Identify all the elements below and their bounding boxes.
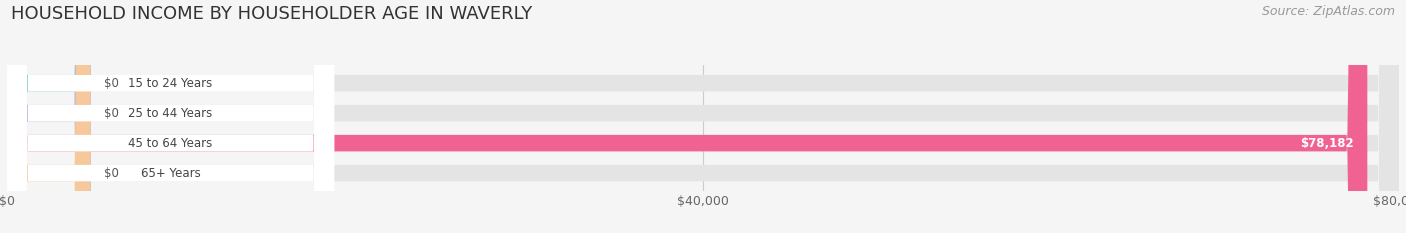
FancyBboxPatch shape [7,0,335,233]
Text: 25 to 44 Years: 25 to 44 Years [128,107,212,120]
FancyBboxPatch shape [7,0,335,233]
FancyBboxPatch shape [7,0,1399,233]
Text: 45 to 64 Years: 45 to 64 Years [128,137,212,150]
Text: 15 to 24 Years: 15 to 24 Years [128,77,212,90]
FancyBboxPatch shape [7,0,1399,233]
Text: $0: $0 [104,107,120,120]
FancyBboxPatch shape [7,0,335,233]
FancyBboxPatch shape [7,0,1368,233]
Text: Source: ZipAtlas.com: Source: ZipAtlas.com [1261,5,1395,18]
FancyBboxPatch shape [7,0,90,233]
FancyBboxPatch shape [7,0,1399,233]
Text: $0: $0 [104,167,120,180]
FancyBboxPatch shape [7,0,90,233]
FancyBboxPatch shape [7,0,90,233]
Text: $0: $0 [104,77,120,90]
Text: 65+ Years: 65+ Years [141,167,201,180]
FancyBboxPatch shape [7,0,1399,233]
FancyBboxPatch shape [7,0,335,233]
Text: $78,182: $78,182 [1299,137,1354,150]
Text: HOUSEHOLD INCOME BY HOUSEHOLDER AGE IN WAVERLY: HOUSEHOLD INCOME BY HOUSEHOLDER AGE IN W… [11,5,533,23]
